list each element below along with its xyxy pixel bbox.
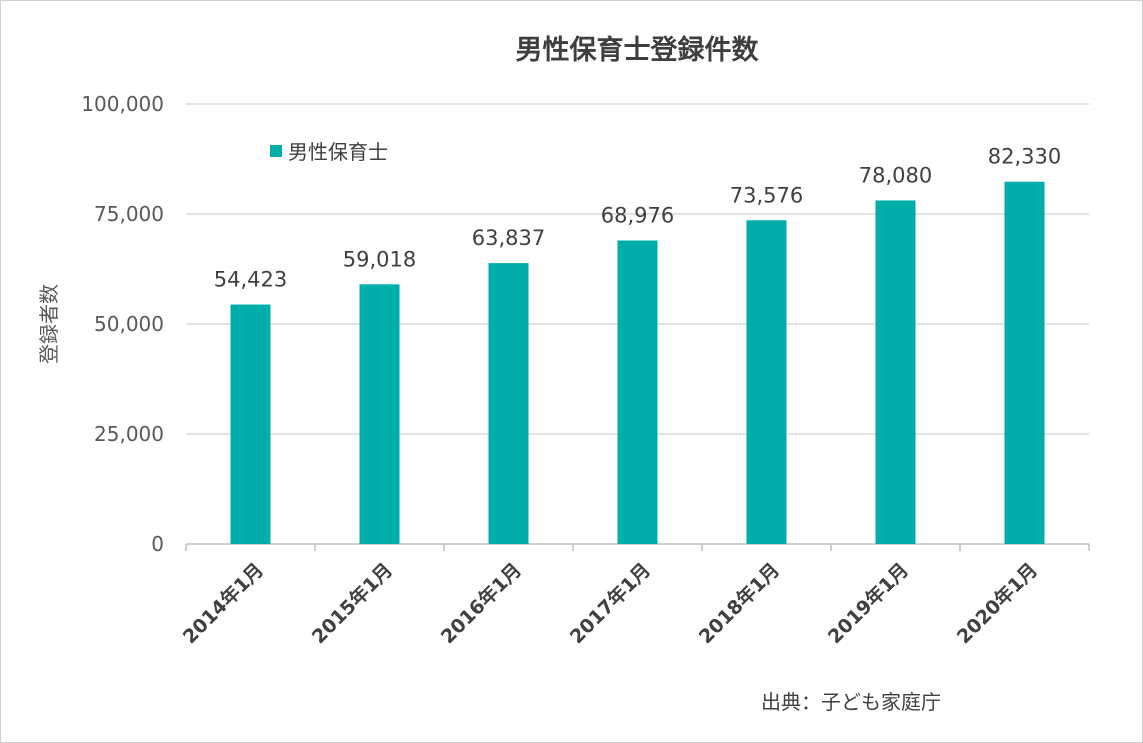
data-label: 68,976 xyxy=(601,204,674,228)
legend-swatch xyxy=(270,145,282,157)
x-tick-label: 2015年1月 xyxy=(307,558,397,648)
bar xyxy=(617,240,658,544)
bars xyxy=(230,181,1045,545)
data-labels: 54,423 59,018 63,837 68,976 73,576 78,080 82,3… xyxy=(214,145,1061,292)
source-note: 出典：子ども家庭庁 xyxy=(761,690,941,714)
data-label: 78,080 xyxy=(859,163,932,187)
data-label: 54,423 xyxy=(214,268,287,292)
x-tick-label: 2019年1月 xyxy=(823,558,913,648)
data-label: 63,837 xyxy=(472,226,545,250)
chart-title: 男性保育士登録件数 xyxy=(516,34,760,66)
x-tick-label: 2017年1月 xyxy=(565,558,655,648)
x-axis-ticks: 2014年1月 2015年1月 2016年1月 2017年1月 2018年1月 2019年… xyxy=(178,558,1042,648)
y-tick-label: 25,000 xyxy=(94,422,164,446)
bar xyxy=(359,284,400,544)
x-tick-label: 2016年1月 xyxy=(436,558,526,648)
x-tick-label: 2020年1月 xyxy=(952,558,1042,648)
bar xyxy=(1004,181,1045,545)
y-axis-label: 登録者数 xyxy=(37,284,61,364)
y-tick-label: 100,000 xyxy=(81,92,164,116)
bar xyxy=(875,200,916,544)
bar xyxy=(746,220,787,544)
data-label: 59,018 xyxy=(343,247,416,271)
y-axis-ticks: 0 25,000 50,000 75,000 100,000 xyxy=(81,92,164,556)
data-label: 82,330 xyxy=(988,145,1061,169)
bar xyxy=(488,263,529,544)
legend-label: 男性保育士 xyxy=(288,140,388,164)
legend: 男性保育士 xyxy=(270,140,388,164)
x-tick-label: 2014年1月 xyxy=(178,558,268,648)
y-tick-label: 75,000 xyxy=(94,202,164,226)
y-tick-label: 0 xyxy=(151,532,164,556)
bar xyxy=(230,304,271,544)
y-tick-label: 50,000 xyxy=(94,312,164,336)
x-tick-label: 2018年1月 xyxy=(694,558,784,648)
data-label: 73,576 xyxy=(730,183,803,207)
